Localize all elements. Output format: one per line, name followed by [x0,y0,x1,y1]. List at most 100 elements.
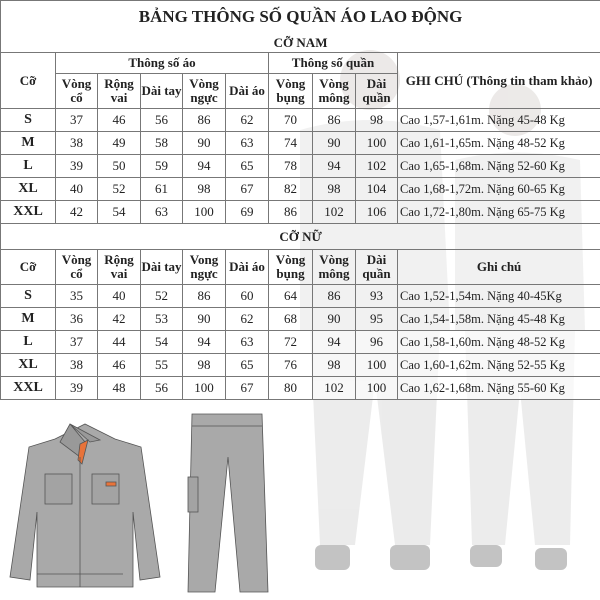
cell-shirt-length: 62 [225,108,269,132]
cell-neck: 35 [55,284,98,308]
cell-chest: 94 [182,330,226,354]
header-neck: Vòng cổ [55,249,98,285]
cell-size: XXL [0,376,56,400]
section-female: CỠ NỮ [0,223,600,250]
cell-chest: 90 [182,307,226,331]
cell-size: S [0,108,56,132]
cell-neck: 39 [55,376,98,400]
cell-pants-length: 106 [355,200,398,224]
cell-hip: 90 [312,131,356,155]
header-sleeve: Dài tay [140,249,183,285]
cell-pants-length: 95 [355,307,398,331]
cell-neck: 36 [55,307,98,331]
cell-shoulder: 49 [97,131,141,155]
table-row: L 39 50 59 94 65 78 94 102 Cao 1,65-1,68m. Nặng 5… [0,154,600,178]
garment-drawings [9,413,269,593]
cell-shoulder: 46 [97,108,141,132]
cell-shoulder: 52 [97,177,141,201]
cell-hip: 86 [312,284,356,308]
cell-shirt-length: 60 [225,284,269,308]
cell-chest: 90 [182,131,226,155]
cell-neck: 40 [55,177,98,201]
cell-shirt-length: 69 [225,200,269,224]
cell-sleeve: 53 [140,307,183,331]
table-row: S 37 46 56 86 62 70 86 98 Cao 1,57-1,61m. Nặng 45… [0,108,600,132]
header-pants-length: Dài quần [355,249,398,285]
col-note: GHI CHÚ (Thông tin tham khảo) [396,52,600,109]
cell-note: Cao 1,62-1,68m. Nặng 55-60 Kg [396,376,600,400]
cell-neck: 37 [55,330,98,354]
cell-chest: 98 [182,353,226,377]
cell-waist: 80 [268,376,313,400]
cell-sleeve: 56 [140,108,183,132]
table-row: S 35 40 52 86 60 64 86 93 Cao 1,52-1,54m. Nặng 40… [0,284,600,308]
cell-shoulder: 50 [97,154,141,178]
cell-sleeve: 56 [140,376,183,400]
cell-hip: 98 [312,177,356,201]
cell-sleeve: 61 [140,177,183,201]
cell-size: XL [0,177,56,201]
cell-size: M [0,307,56,331]
cell-note: Cao 1,68-1,72m. Nặng 60-65 Kg [396,177,600,201]
cell-pants-length: 102 [355,154,398,178]
cell-pants-length: 100 [355,376,398,400]
cell-neck: 42 [55,200,98,224]
cell-sleeve: 63 [140,200,183,224]
group-shirt: Thông số áo [55,52,269,74]
cell-sleeve: 54 [140,330,183,354]
header-shirt-length: Dài áo [225,249,269,285]
cell-waist: 76 [268,353,313,377]
cell-hip: 98 [312,353,356,377]
header-shoulder: Rộng vai [97,249,141,285]
cell-hip: 102 [312,376,356,400]
cell-note: Cao 1,61-1,65m. Nặng 48-52 Kg [396,131,600,155]
cell-hip: 102 [312,200,356,224]
header-sleeve: Dài tay [140,73,183,109]
cell-pants-length: 100 [355,353,398,377]
jacket-drawing [9,423,161,588]
cell-shirt-length: 67 [225,376,269,400]
cell-pants-length: 93 [355,284,398,308]
cell-size: XL [0,353,56,377]
header-pants-length: Dài quần [355,73,398,109]
cell-note: Cao 1,58-1,60m. Nặng 48-52 Kg [396,330,600,354]
cell-pants-length: 96 [355,330,398,354]
table-row: XXL 39 48 56 100 67 80 102 100 Cao 1,62-1,68m. Nặ… [0,376,600,400]
cell-note: Cao 1,57-1,61m. Nặng 45-48 Kg [396,108,600,132]
table-row: XL 38 46 55 98 65 76 98 100 Cao 1,60-1,62m. Nặng … [0,353,600,377]
cell-note: Cao 1,52-1,54m. Nặng 40-45Kg [396,284,600,308]
cell-pants-length: 104 [355,177,398,201]
cell-shirt-length: 62 [225,307,269,331]
cell-shoulder: 46 [97,353,141,377]
cell-chest: 86 [182,284,226,308]
cell-neck: 37 [55,108,98,132]
cell-shoulder: 42 [97,307,141,331]
header-note: Ghi chú [396,249,600,285]
header-hip: Vòng mông [312,73,356,109]
pants-drawing [187,413,269,593]
cell-hip: 94 [312,154,356,178]
header-hip: Vòng mông [312,249,356,285]
cell-waist: 64 [268,284,313,308]
cell-note: Cao 1,54-1,58m. Nặng 45-48 Kg [396,307,600,331]
cell-pants-length: 100 [355,131,398,155]
table-row: M 38 49 58 90 63 74 90 100 Cao 1,61-1,65m. Nặng 4… [0,131,600,155]
cell-hip: 90 [312,307,356,331]
cell-shirt-length: 63 [225,131,269,155]
cell-waist: 82 [268,177,313,201]
header-chest: Vong ngực [182,249,226,285]
cell-shoulder: 40 [97,284,141,308]
cell-shirt-length: 65 [225,154,269,178]
cell-hip: 86 [312,108,356,132]
cell-shoulder: 54 [97,200,141,224]
cell-chest: 100 [182,200,226,224]
cell-shoulder: 48 [97,376,141,400]
table-row: XL 40 52 61 98 67 82 98 104 Cao 1,68-1,72m. Nặng … [0,177,600,201]
page-title: BẢNG THÔNG SỐ QUẦN ÁO LAO ĐỘNG [0,0,600,33]
header-size: Cỡ [0,249,56,285]
size-chart: BẢNG THÔNG SỐ QUẦN ÁO LAO ĐỘNG CỠ NAM Cỡ… [0,0,600,400]
cell-sleeve: 55 [140,353,183,377]
cell-neck: 39 [55,154,98,178]
cell-hip: 94 [312,330,356,354]
group-pants: Thông số quần [268,52,398,74]
